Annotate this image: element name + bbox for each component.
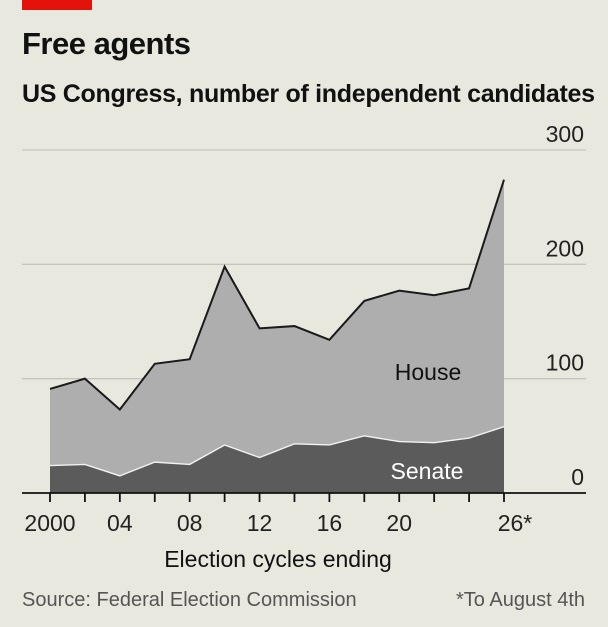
senate-series-label: Senate xyxy=(391,458,464,484)
chart-subtitle: US Congress, number of independent candi… xyxy=(22,80,595,108)
y-tick-label-200: 200 xyxy=(546,235,584,261)
footnote: *To August 4th xyxy=(456,589,585,611)
chart-labels: 0 100 200 300 House Senate xyxy=(391,121,584,490)
x-axis-label: Election cycles ending xyxy=(164,546,392,572)
y-tick-label-300: 300 xyxy=(546,121,584,147)
x-axis: 2000 04 08 12 16 20 26* xyxy=(22,492,586,536)
y-tick-label-0: 0 xyxy=(571,464,584,490)
stacked-areas xyxy=(49,179,505,493)
x-tick-label-26*: 26* xyxy=(498,510,533,536)
total-line xyxy=(49,179,505,411)
x-tick-label-04: 04 xyxy=(107,510,133,536)
senate-area xyxy=(50,426,504,493)
x-tick-label-12: 12 xyxy=(247,510,273,536)
x-tick-label-2000: 2000 xyxy=(24,510,75,536)
source-note: Source: Federal Election Commission xyxy=(22,589,357,611)
x-tick-label-08: 08 xyxy=(177,510,203,536)
x-tick-label-20: 20 xyxy=(386,510,412,536)
senate-boundary-line xyxy=(49,426,505,477)
accent-bar xyxy=(22,0,92,10)
x-tick-label-16: 16 xyxy=(317,510,343,536)
chart-title: Free agents xyxy=(22,26,191,61)
y-tick-label-100: 100 xyxy=(546,350,584,376)
house-series-label: House xyxy=(395,359,461,385)
